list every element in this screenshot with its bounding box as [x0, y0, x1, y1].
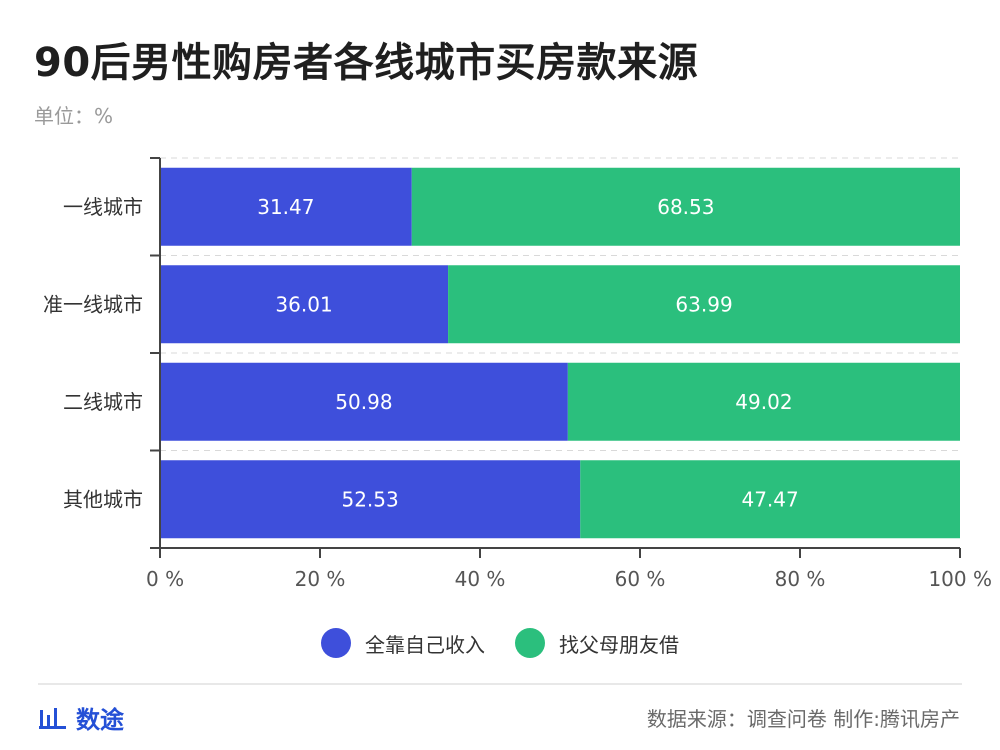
bar-parents [567, 362, 960, 441]
data-label: 68.53 [657, 195, 714, 219]
chart-title: 90后男性购房者各线城市买房款来源 [34, 40, 699, 86]
data-label: 63.99 [675, 292, 732, 316]
unit-label: 单位：% [34, 104, 114, 128]
bar-self [160, 362, 568, 441]
legend-item-parents: 找父母朋友借 [515, 628, 679, 658]
bar-self [160, 167, 412, 246]
legend-swatch-self [321, 628, 351, 658]
bar-chart-icon [39, 707, 66, 729]
category-label: 一线城市 [63, 195, 143, 219]
legend: 全靠自己收入 找父母朋友借 [0, 628, 1000, 658]
bar-self [160, 460, 581, 539]
legend-label-self: 全靠自己收入 [365, 632, 485, 657]
x-tick-label: 20 % [295, 567, 346, 591]
data-label: 36.01 [275, 292, 332, 316]
bar-parents [448, 265, 960, 344]
data-label: 47.47 [741, 487, 798, 511]
brand-name: 数途 [76, 706, 124, 734]
legend-item-self: 全靠自己收入 [321, 628, 485, 658]
data-label: 52.53 [341, 487, 398, 511]
x-tick-label: 100 % [928, 567, 992, 591]
category-label: 准一线城市 [43, 292, 143, 316]
category-label: 其他城市 [63, 487, 143, 511]
grid-lines [160, 157, 960, 451]
bar-self [160, 265, 449, 344]
bar-parents [580, 460, 960, 539]
bars: 31.47 68.53 36.01 63.99 50.98 49.02 52.53 47.47 [160, 167, 960, 539]
bar-parents [411, 167, 960, 246]
source-note: 数据来源：调查问卷 制作:腾讯房产 [646, 707, 960, 731]
footer-divider [38, 683, 962, 685]
x-tick-label: 80 % [775, 567, 826, 591]
legend-swatch-parents [515, 628, 545, 658]
stacked-bar-chart: 31.47 68.53 36.01 63.99 50.98 49.02 52.53 47.47… [43, 157, 992, 591]
data-label: 49.02 [735, 390, 792, 414]
legend-label-parents: 找父母朋友借 [559, 632, 679, 657]
data-label: 50.98 [335, 390, 392, 414]
category-label: 二线城市 [63, 390, 143, 414]
brand-logo: 数途 [38, 700, 124, 735]
x-tick-label: 60 % [615, 567, 666, 591]
data-label: 31.47 [257, 195, 314, 219]
x-tick-label: 0 % [146, 567, 184, 591]
x-tick-label: 40 % [455, 567, 506, 591]
